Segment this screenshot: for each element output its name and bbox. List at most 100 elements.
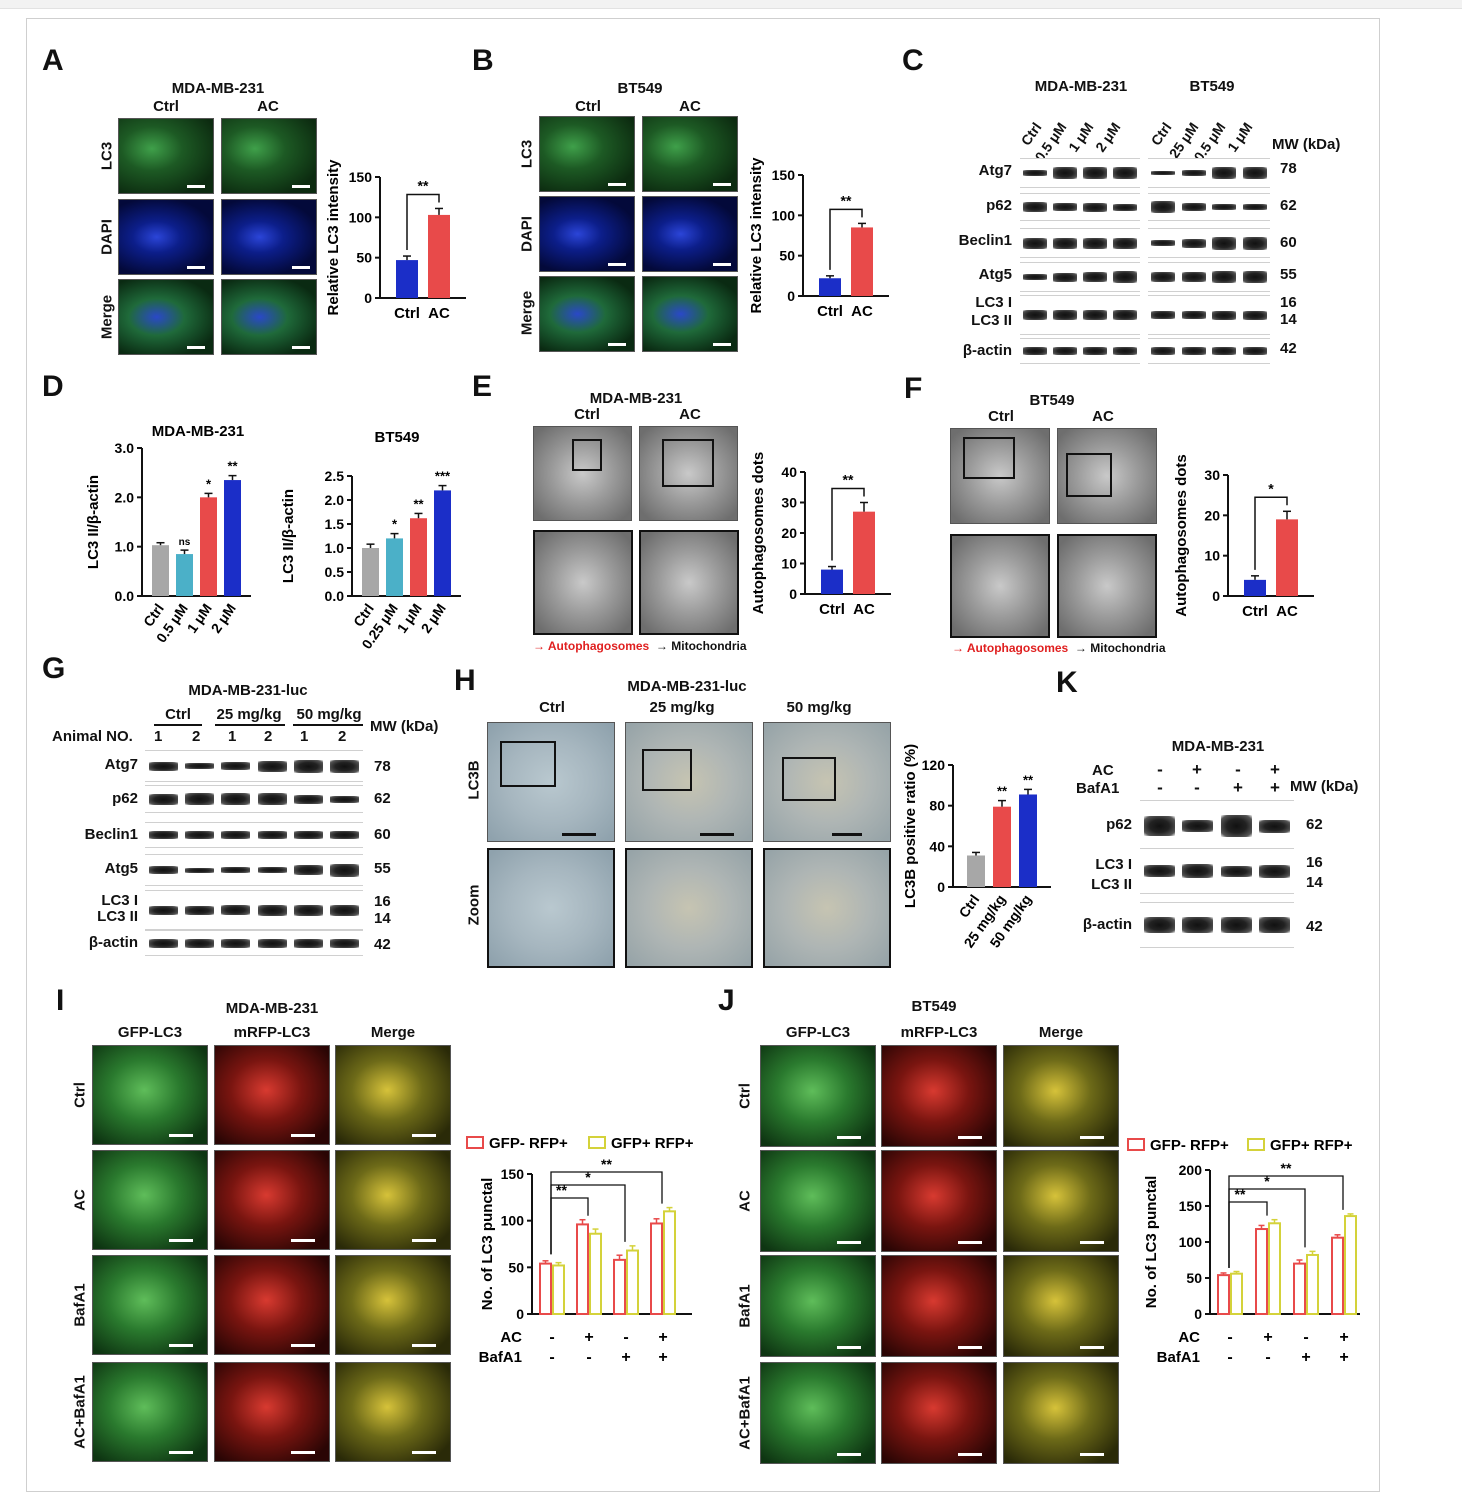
scale-bar [291,1451,315,1454]
blot-band [293,938,324,948]
y-tick-label: 80 [929,798,945,814]
column-label: mRFP-LC3 [233,1024,311,1041]
panel-title: BT549 [911,998,957,1015]
micrograph-dapi-ac [642,196,738,272]
y-axis-label: LC3B positive ratio (%) [902,744,919,908]
legend-label: GFP- RFP+ [489,1135,568,1152]
bar [396,260,418,298]
blot-band [1212,271,1237,283]
y-axis-label: LC3 II/β-actin [85,475,102,569]
group-label: MDA-MB-231 [1034,78,1128,95]
y-axis-label: LC3 II/β-actin [280,489,297,583]
y-tick-label: 100 [1179,1234,1203,1250]
blot-band [1220,917,1252,933]
mw-header: MW (kDa) [370,718,439,735]
bar [993,806,1011,887]
em-image-ctrl [950,428,1050,524]
mw-header: MW (kDa) [1290,778,1359,795]
significance-label: ** [227,459,238,474]
protein-label: LC3 I [975,294,1012,311]
fluorescence-image [1003,1255,1119,1357]
blot-band [184,867,215,873]
treatment-sign: - [1194,778,1200,797]
legend-swatch [1247,1138,1265,1151]
column-label: mRFP-LC3 [900,1024,978,1041]
bar [1268,1222,1281,1315]
y-tick-label: 0.5 [325,564,345,580]
panel-title: MDA-MB-231-luc [188,682,308,699]
y-tick-label: 1.0 [115,539,135,555]
autophagosome-legend: → Autophagosomes [952,641,1069,655]
blot-band [221,762,251,770]
fluorescence-image [92,1255,208,1355]
y-tick-label: 20 [781,525,797,541]
blot-band [1212,310,1237,320]
significance-label: ** [1235,1186,1246,1202]
blot-band [1053,347,1077,355]
bar [1019,794,1037,887]
bar [1344,1215,1357,1315]
fluorescence-image [1003,1150,1119,1252]
scale-bar [291,1239,315,1242]
blot-band [1259,819,1291,833]
blot-band [1023,274,1047,280]
group-label: BT549 [1189,78,1235,95]
significance-label: ** [601,1156,612,1172]
significance-label: ** [843,472,854,488]
treatment-sign: - [549,1349,554,1366]
row-label: AC [71,1189,89,1211]
panel-title: MDA-MB-231-luc [627,678,747,695]
y-tick-label: 0.0 [325,588,345,604]
column-label: 25 mg/kg [649,699,715,716]
blot-band [330,759,360,773]
blot-row [1020,193,1140,221]
fluorescence-image [214,1362,330,1462]
protein-label: Atg7 [978,162,1012,179]
fluorescence-image [335,1255,451,1355]
blot-band [293,831,324,839]
bar [1306,1253,1319,1315]
autophagosome-legend: → Autophagosomes [533,639,650,653]
bar-chart: 0 10 20 30 40 Autophagosomes dots Ctrl AC ** [750,452,891,618]
protein-label: β-actin [1082,916,1132,933]
blot-band [1023,347,1047,355]
fluorescence-image [335,1045,451,1145]
scale-bar [837,1136,861,1139]
mw-label: 60 [374,826,391,843]
blot-band [221,905,251,915]
blot-band [1220,815,1252,837]
blot-band [184,905,215,915]
bar [1276,519,1298,596]
treatment-sign: + [658,1349,667,1366]
protein-label: LC3 I [1095,856,1132,873]
legend-label: GFP+ RFP+ [1270,1137,1353,1154]
y-tick-label: 10 [1204,548,1220,564]
ihc-image-50 [763,722,891,842]
protein-label: LC3 II [1091,876,1132,893]
blot-band [330,863,360,877]
panel-letter: F [904,372,923,405]
bar [821,569,843,594]
blot-band [257,867,287,873]
y-tick-label: 0 [789,586,797,602]
blot-band [1259,917,1291,933]
significance-label: * [1264,1173,1270,1189]
bar [853,511,875,594]
bar [626,1249,639,1315]
y-tick-label: 30 [1204,467,1220,483]
fluorescence-image [760,1150,876,1252]
mw-label: 14 [374,910,391,927]
blot-band [1242,236,1267,250]
bar-chart: 0 50 100 150 Relative LC3 intensity Ctrl AC ** [325,159,466,322]
chart-title: BT549 [374,429,419,446]
fluorescence-image [881,1045,997,1147]
blot-row [145,785,363,813]
y-axis-label: Relative LC3 intensity [325,159,342,316]
fluorescence-image [1003,1045,1119,1147]
blot-row [1020,158,1140,188]
fluorescence-image [335,1150,451,1250]
micrograph-lc3-ac [642,116,738,192]
significance-bracket [406,193,440,251]
micrograph-dapi-ctrl [539,196,635,272]
